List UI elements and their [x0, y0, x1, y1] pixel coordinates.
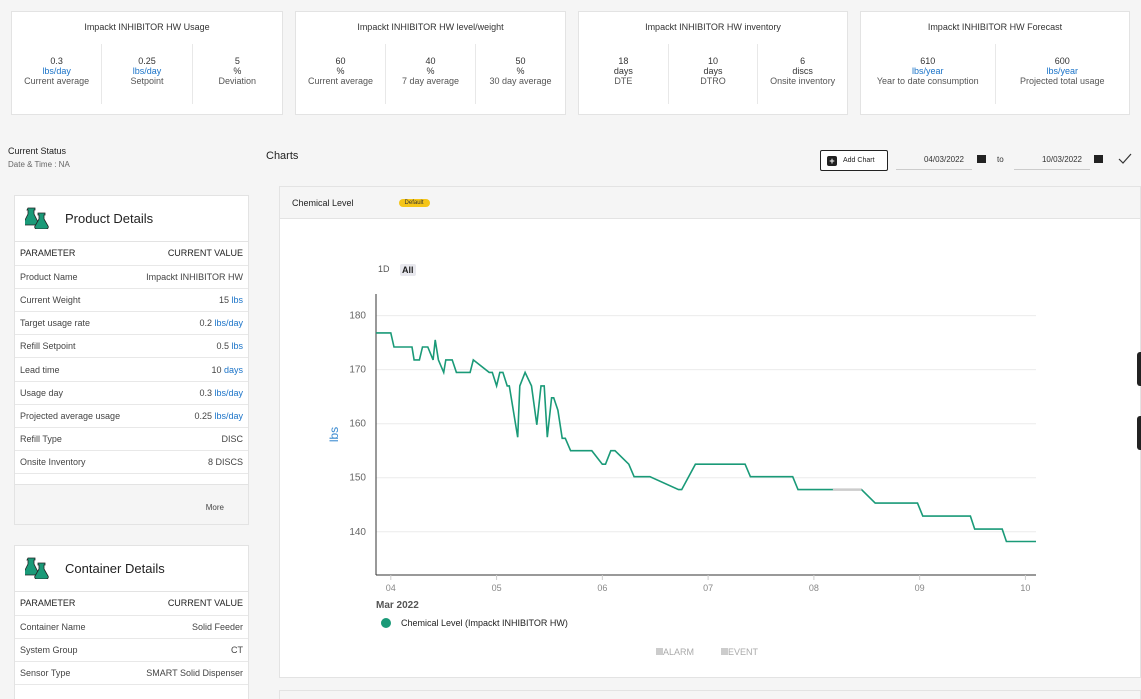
x-tick-label: 10 [1020, 583, 1030, 593]
container-details-title: Container Details [65, 561, 165, 576]
y-tick-label: 170 [349, 365, 366, 376]
current-status-datetime: Date & Time : NA [8, 160, 70, 169]
chart-card-title: Chemical Level [292, 197, 354, 208]
plus-icon: + [827, 155, 837, 166]
x-tick-label: 04 [386, 583, 396, 593]
x-axis-label: Mar 2022 [376, 600, 419, 611]
x-tick-label: 07 [703, 583, 713, 593]
x-tick-label: 09 [915, 583, 925, 593]
kpi-metric: 6 discs Onsite inventory [770, 56, 836, 86]
x-tick-label: 08 [809, 583, 819, 593]
table-row: Refill Type DISC [15, 427, 248, 452]
chemical-flask-icon [25, 207, 49, 229]
kpi-title: Impackt INHIBITOR HW Forecast [927, 22, 1063, 32]
side-scroll-handle[interactable] [1137, 352, 1141, 386]
product-details-panel: Product Details PARAMETER CURRENT VALUE P… [14, 195, 249, 525]
series-line [376, 332, 1036, 543]
legend-marker [381, 618, 391, 628]
y-tick-label: 150 [349, 473, 366, 484]
event-legend-label: EVENT [728, 647, 759, 657]
kpi-metric: 610 lbs/year Year to date consumption [861, 44, 996, 104]
y-tick-label: 140 [349, 527, 366, 538]
container-details-table: PARAMETER CURRENT VALUE Container Name Sol… [15, 592, 248, 686]
kpi-metric: 50% 30 day average [489, 56, 552, 86]
x-tick-label: 05 [492, 583, 502, 593]
table-row: Sensor Type SMART Solid Dispenser [15, 661, 248, 686]
product-details-table: PARAMETER CURRENT VALUE Product Name Impac… [15, 242, 248, 475]
y-tick-label: 160 [349, 419, 366, 430]
table-row: Lead time 10 days [15, 357, 248, 382]
kpi-metric: 0.25 lbs/day Setpoint [102, 44, 193, 104]
y-axis-label: lbs [327, 427, 341, 442]
kpi-metric: 60% Current average [296, 44, 386, 104]
side-scroll-handle[interactable] [1137, 416, 1141, 450]
kpi-card-usage: Impackt INHIBITOR HW Usage 0.3 lbs/day Cur… [11, 11, 283, 115]
kpi-metric: 5% Deviation [218, 56, 257, 86]
table-row: Onsite Inventory 8 DISCS [15, 450, 248, 475]
event-legend-marker [721, 648, 728, 655]
kpi-metric: 0.3 lbs/day Current average [12, 44, 103, 104]
table-row: System Group CT [15, 638, 248, 663]
chemical-flask-icon [25, 557, 49, 579]
table-row: Product Name Impackt INHIBITOR HW [15, 265, 248, 289]
check-icon[interactable] [1117, 150, 1133, 166]
legend-label: Chemical Level (Impackt INHIBITOR HW) [401, 618, 568, 628]
date-range-to-label: to [997, 155, 1004, 164]
kpi-card-inventory: Impackt INHIBITOR HW inventory 18 days DTE… [578, 11, 848, 115]
alarm-legend-label: ALARM [663, 647, 694, 657]
calendar-icon[interactable] [977, 155, 986, 163]
charts-title: Charts [266, 150, 299, 162]
chemical-level-chart: 140 150 160 170 180 04 05 06 07 08 09 10 lbs Mar 2022… [327, 294, 1036, 657]
range-button-1d[interactable]: 1D [378, 264, 390, 274]
kpi-metric: 18 days DTE [579, 44, 669, 104]
date-from-field[interactable]: 04/03/2022 [896, 152, 972, 170]
more-button[interactable]: More [205, 503, 224, 512]
default-badge: Default [398, 198, 430, 207]
table-header-row: PARAMETER CURRENT VALUE [15, 592, 248, 616]
table-row: Container Name Solid Feeder [15, 615, 248, 639]
kpi-title: Impackt INHIBITOR HW level/weight [357, 22, 504, 32]
kpi-metric: 10 days DTRO [669, 44, 759, 104]
current-status-title: Current Status [8, 146, 67, 156]
table-row: Projected average usage 0.25 lbs/day [15, 404, 248, 429]
kpi-metric: 40% 7 day average [386, 44, 476, 104]
table-row: Current Weight 15 lbs [15, 288, 248, 313]
kpi-title: Impackt INHIBITOR HW inventory [645, 22, 781, 32]
table-header-row: PARAMETER CURRENT VALUE [15, 242, 248, 266]
kpi-metric: 600 lbs/year Projected total usage [1019, 56, 1105, 86]
table-row: Target usage rate 0.2 lbs/day [15, 311, 248, 336]
x-tick-label: 06 [597, 583, 607, 593]
range-button-all[interactable]: All [400, 264, 416, 276]
table-row: Refill Setpoint 0.5 lbs [15, 334, 248, 359]
add-chart-button[interactable]: + Add Chart [820, 150, 888, 171]
kpi-card-forecast: Impackt INHIBITOR HW Forecast 610 lbs/yea… [860, 11, 1130, 115]
alarm-legend-marker [656, 648, 663, 655]
date-to-field[interactable]: 10/03/2022 [1014, 152, 1090, 170]
table-row: Usage day 0.3 lbs/day [15, 381, 248, 405]
container-details-panel: Container Details PARAMETER CURRENT VALUE… [14, 545, 249, 699]
kpi-title: Impackt INHIBITOR HW Usage [84, 22, 210, 32]
y-tick-label: 180 [349, 311, 366, 322]
next-chart-card [279, 690, 1141, 699]
kpi-card-level: Impackt INHIBITOR HW level/weight 60% Cur… [295, 11, 566, 115]
chemical-level-chart-card: Chemical Level Default [279, 186, 1141, 678]
add-chart-label: Add Chart [843, 157, 875, 164]
calendar-icon[interactable] [1094, 155, 1103, 163]
product-details-title: Product Details [65, 211, 154, 226]
